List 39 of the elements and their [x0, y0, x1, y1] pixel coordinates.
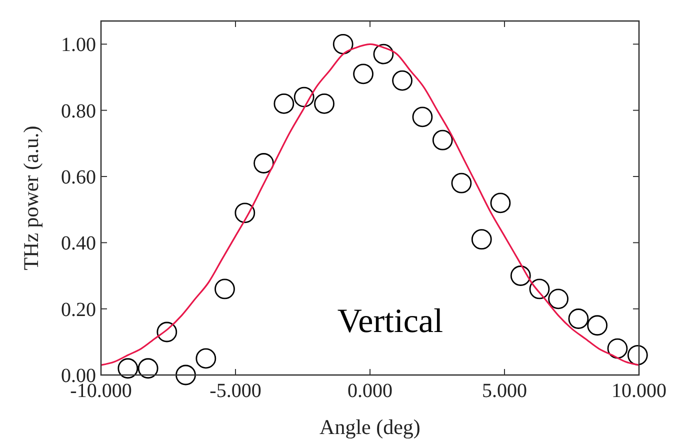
point [314, 94, 334, 114]
point [607, 338, 628, 359]
point [510, 266, 531, 286]
y-tick-label: 0.80 [61, 100, 96, 122]
point [412, 106, 433, 128]
x-tick-label: 5.000 [482, 380, 527, 402]
point [548, 288, 568, 310]
y-tick-label: 1.00 [61, 34, 96, 56]
x-axis-title: Angle (deg) [320, 415, 420, 439]
point [274, 94, 294, 114]
point [568, 308, 589, 329]
annotation: Vertical [337, 302, 444, 340]
point [373, 44, 394, 64]
point [196, 348, 216, 369]
y-tick-label: 0.20 [61, 298, 96, 321]
point [451, 172, 472, 194]
point [471, 229, 492, 250]
y-axis-title: THz power (a.u.) [19, 126, 43, 270]
point [529, 278, 550, 300]
point [332, 34, 354, 54]
point [294, 86, 314, 108]
point [234, 202, 256, 224]
point [254, 153, 274, 174]
x-tick-label: -5.000 [210, 380, 262, 402]
point [214, 278, 235, 300]
point [156, 322, 178, 342]
y-tick-label: 0.40 [61, 232, 96, 255]
point [118, 358, 138, 379]
point [627, 344, 648, 366]
x-tick-label: 10.000 [612, 380, 666, 402]
y-tick-label: 0.60 [61, 166, 96, 188]
point [392, 70, 412, 91]
point [490, 192, 511, 214]
point [138, 358, 158, 379]
point [432, 130, 453, 150]
point [353, 64, 374, 84]
point [587, 315, 608, 336]
point [176, 364, 196, 386]
x-tick-label: 0.000 [348, 380, 392, 402]
